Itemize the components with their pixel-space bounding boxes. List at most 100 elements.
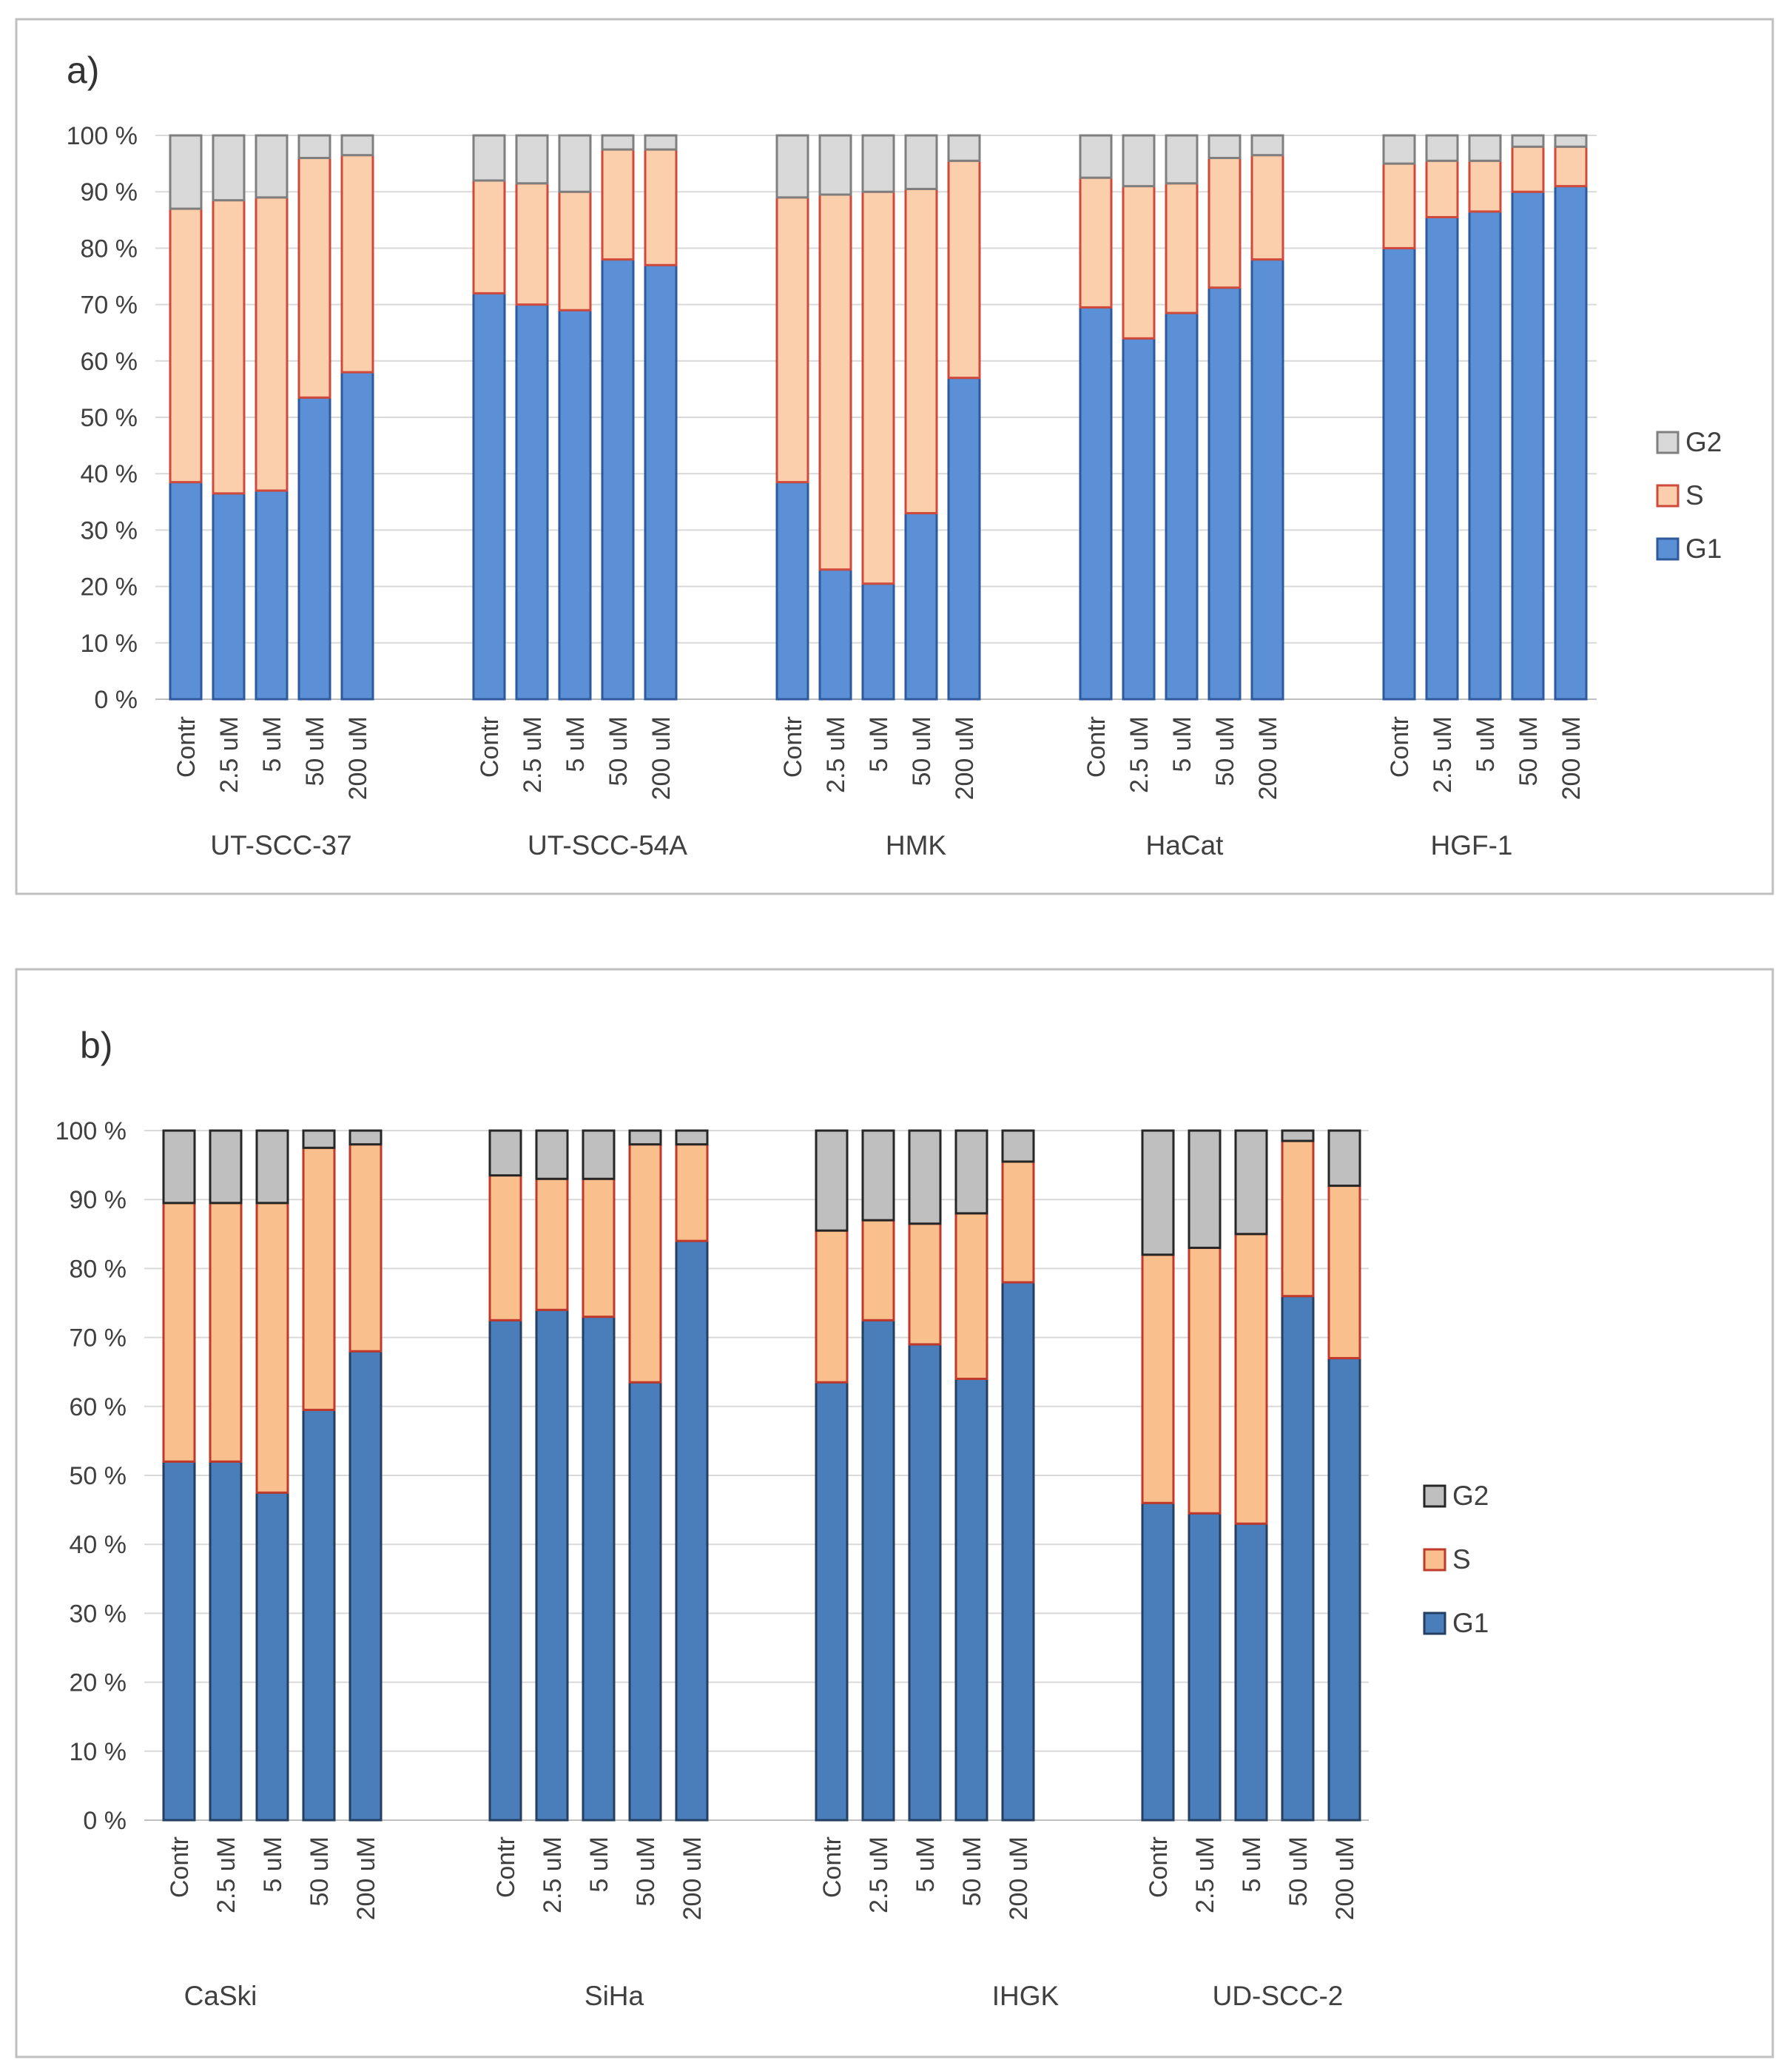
bar-a-hgf-1-5um-g2 [1468,134,1502,162]
bar-b-siha-50um-s [628,1143,662,1384]
y-tick-label-b-5: 50 % [70,1462,127,1490]
group-label-hacat: HaCat [1146,830,1225,861]
bar-b-caski-5um-g1 [255,1491,289,1822]
bar-a-hmk-5um-g1 [861,582,895,701]
x-category-label: Contr [172,716,201,778]
bar-a-hmk-25um-g1 [818,568,852,701]
y-tick-label-b-0: 0 % [83,1807,127,1835]
bar-b-ud-scc-2-200um-g1 [1327,1357,1361,1822]
y-tick-label-a-1: 10 % [81,630,138,658]
bar-a-ut-scc-54a-200um-g2 [644,134,678,151]
bar-b-siha-5um-s [582,1177,616,1319]
bar-a-hmk-50um-s [904,187,938,515]
y-tick-label-a-10: 100 % [67,122,138,150]
y-tick-label-b-10: 100 % [55,1117,127,1145]
bar-a-ut-scc-37-25um-g2 [212,134,246,202]
x-category-label: Contr [1082,716,1111,778]
bar-b-caski-contr-g1 [162,1460,196,1822]
x-category-label: 5 uM [585,1836,613,1893]
bar-b-siha-200um-g2 [675,1129,709,1146]
legend-label-s: S [1452,1544,1471,1575]
bar-b-siha-50um-g2 [628,1129,662,1146]
bar-a-ut-scc-37-5um-g1 [255,489,289,701]
bar-a-hmk-50um-g1 [904,512,938,701]
y-tick-label-b-7: 70 % [70,1324,127,1353]
bar-b-siha-25um-s [535,1177,569,1311]
bar-b-ihgk-200um-s [1001,1160,1035,1284]
x-category-label: 50 uM [1284,1836,1313,1907]
legend-swatch-g1 [1656,537,1680,561]
bar-a-ut-scc-54a-contr-g1 [472,292,506,701]
x-category-label: Contr [492,1836,520,1898]
bar-b-ihgk-200um-g1 [1001,1281,1035,1822]
x-category-label: Contr [476,716,504,778]
x-category-label: 5 uM [865,716,893,772]
x-category-label: 2.5 uM [822,716,850,793]
bar-a-hmk-50um-g2 [904,134,938,190]
bar-a-hgf-1-50um-g1 [1511,190,1545,701]
panel-label-a: a) [67,50,99,91]
x-category-label: 5 uM [259,1836,287,1893]
bar-a-ut-scc-54a-50um-s [601,148,635,261]
bar-a-hmk-contr-g1 [775,481,809,701]
x-category-label: 2.5 uM [1191,1836,1219,1913]
legend-label-g1: G1 [1452,1608,1489,1638]
bar-b-ud-scc-2-25um-g2 [1188,1129,1222,1249]
bar-b-caski-25um-g1 [209,1460,243,1822]
y-tick-label-a-0: 0 % [94,686,138,714]
bar-b-caski-200um-s [348,1143,383,1353]
bar-a-hacat-5um-g2 [1165,134,1199,185]
bar-a-ut-scc-37-25um-s [212,199,246,495]
x-category-label: 2.5 uM [539,1836,567,1913]
panel-label-b: b) [80,1025,112,1066]
x-category-label: 2.5 uM [1125,716,1153,793]
bar-b-ud-scc-2-25um-g1 [1188,1512,1222,1822]
bar-a-ut-scc-37-5um-g2 [255,134,289,199]
y-tick-label-a-7: 70 % [81,292,138,320]
x-category-label: 5 uM [562,716,590,772]
bar-b-caski-5um-s [255,1202,289,1494]
x-category-label: Contr [1386,716,1414,778]
y-tick-label-a-8: 80 % [81,235,138,263]
x-category-label: 200 uM [678,1836,707,1920]
bar-a-ut-scc-37-contr-g2 [169,134,203,210]
bar-a-hmk-5um-g2 [861,134,895,193]
y-tick-label-b-4: 40 % [70,1531,127,1559]
bar-a-hgf-1-200um-g1 [1554,185,1588,701]
x-category-label: 5 uM [258,716,286,772]
bar-a-hacat-contr-g2 [1079,134,1113,179]
bar-a-hgf-1-200um-s [1554,145,1588,188]
bar-b-ihgk-200um-g2 [1001,1129,1035,1163]
legend-label-s: S [1685,480,1704,511]
bar-b-ihgk-25um-g1 [861,1319,895,1822]
bar-a-hmk-25um-s [818,193,852,571]
bar-a-ut-scc-54a-contr-g2 [472,134,506,182]
x-category-label: 50 uM [1211,716,1239,787]
group-label-hmk: HMK [886,830,947,861]
y-tick-label-b-1: 10 % [70,1738,127,1766]
bar-b-ud-scc-2-200um-s [1327,1185,1361,1360]
bar-b-ud-scc-2-50um-g2 [1281,1129,1315,1142]
bar-a-hmk-contr-s [775,196,809,484]
bar-b-ihgk-50um-g2 [954,1129,988,1215]
x-category-label: 200 uM [1254,716,1282,800]
y-tick-label-b-6: 60 % [70,1393,127,1421]
bar-a-hgf-1-5um-s [1468,159,1502,213]
legend-label-g2: G2 [1452,1481,1489,1511]
bar-b-ihgk-25um-s [861,1219,895,1321]
x-category-label: 50 uM [604,716,633,787]
bar-a-ut-scc-37-200um-g2 [340,134,374,157]
bar-a-ut-scc-54a-25um-g2 [515,134,549,185]
bar-a-ut-scc-54a-200um-s [644,148,678,266]
x-category-label: 200 uM [352,1836,380,1920]
group-label-ud-scc-2: UD-SCC-2 [1213,1981,1344,2011]
x-category-label: 5 uM [912,1836,940,1893]
bar-a-ut-scc-37-50um-g2 [297,134,331,159]
bar-b-siha-200um-s [675,1143,709,1242]
bar-a-hgf-1-contr-s [1382,162,1416,249]
bar-a-ut-scc-37-50um-g1 [297,396,331,701]
bar-a-hmk-200um-g1 [947,377,981,701]
bar-b-siha-5um-g2 [582,1129,616,1180]
legend-label-g1: G1 [1685,533,1722,564]
bar-b-caski-25um-g2 [209,1129,243,1205]
